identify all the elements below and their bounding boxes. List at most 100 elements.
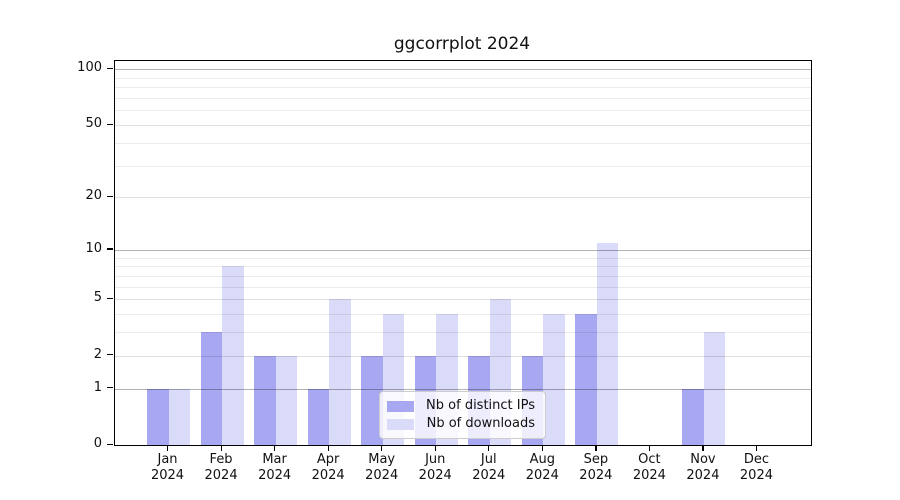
y-tick-mark-2 [107, 354, 113, 356]
legend: Nb of distinct IPs Nb of downloads [379, 391, 546, 439]
x-tick-mark-sep [595, 445, 597, 451]
bar-nb-of-downloads-jan [168, 388, 191, 445]
bar-nb-of-distinct-ips-feb [200, 332, 223, 445]
x-tick-month: Mar [262, 452, 287, 467]
y-tick-label-20: 20 [85, 188, 102, 204]
x-tick-label-may: May 2024 [365, 452, 398, 484]
x-tick-year: 2024 [150, 468, 185, 483]
x-tick-mark-nov [702, 445, 704, 451]
gridline-7 [115, 275, 811, 277]
x-tick-year: 2024 [472, 468, 506, 483]
gridline-10 [115, 249, 811, 251]
gridline-3 [115, 332, 811, 334]
x-tick-year: 2024 [204, 468, 238, 483]
x-tick-month: Jul [480, 452, 497, 467]
x-tick-label-apr: Apr 2024 [312, 452, 345, 484]
x-tick-mark-jun [434, 445, 436, 451]
x-tick-mark-oct [648, 445, 651, 451]
y-tick-mark-100 [107, 67, 113, 70]
bar-nb-of-downloads-aug [543, 314, 565, 445]
gridline-80 [115, 87, 811, 89]
legend-label: Nb of downloads [426, 416, 535, 431]
bar-nb-of-downloads-mar [275, 355, 298, 445]
legend-item-nb-of-distinct-ips: Nb of distinct IPs [387, 398, 535, 414]
x-tick-month: Aug [529, 452, 555, 467]
y-tick-label-2: 2 [93, 346, 102, 362]
x-tick-mark-jul [488, 445, 490, 451]
gridline-1 [115, 388, 811, 390]
legend-label: Nb of distinct IPs [426, 398, 535, 413]
legend-swatch [387, 418, 414, 430]
x-tick-label-dec: Dec 2024 [740, 452, 773, 484]
bar-nb-of-downloads-nov [703, 332, 726, 445]
gridline-40 [115, 142, 811, 144]
x-tick-mark-apr [327, 445, 329, 451]
bar-nb-of-distinct-ips-mar [254, 355, 276, 445]
plot-area [114, 60, 812, 446]
gridline-4 [115, 314, 811, 315]
gridline-100 [115, 69, 811, 71]
gridline-5 [115, 299, 811, 301]
gridline-20 [115, 197, 811, 199]
y-tick-label-10: 10 [85, 240, 102, 256]
y-tick-mark-1 [107, 387, 113, 389]
x-tick-label-feb: Feb 2024 [205, 452, 238, 484]
x-tick-label-oct: Oct 2024 [633, 452, 666, 484]
x-tick-month: Nov [690, 452, 716, 467]
gridline-70 [115, 98, 811, 100]
y-tick-label-1: 1 [93, 379, 102, 395]
x-tick-year: 2024 [686, 468, 720, 483]
x-tick-month: Jan [157, 452, 178, 467]
x-tick-mark-dec [755, 445, 758, 451]
bar-nb-of-downloads-feb [222, 266, 244, 445]
gridline-2 [115, 355, 811, 357]
y-tick-mark-20 [107, 195, 113, 197]
gridline-50 [115, 125, 811, 126]
bar-nb-of-distinct-ips-nov [682, 388, 704, 445]
bar-nb-of-distinct-ips-apr [307, 388, 330, 445]
y-tick-label-5: 5 [93, 290, 102, 306]
x-tick-label-jun: Jun 2024 [419, 452, 452, 484]
bar-nb-of-distinct-ips-jan [147, 388, 169, 445]
x-tick-label-jul: Jul 2024 [472, 452, 505, 484]
bar-nb-of-downloads-apr [329, 299, 351, 445]
chart-title: ggcorrplot 2024 [393, 34, 531, 54]
x-tick-mark-jan [167, 445, 169, 451]
x-tick-year: 2024 [632, 468, 666, 483]
bar-nb-of-distinct-ips-sep [575, 314, 597, 445]
gridline-6 [115, 286, 811, 288]
x-tick-year: 2024 [365, 468, 399, 483]
x-tick-mark-aug [541, 445, 543, 451]
y-tick-mark-0 [107, 443, 113, 445]
x-tick-label-mar: Mar 2024 [258, 452, 291, 484]
x-tick-month: May [368, 452, 396, 467]
x-tick-year: 2024 [525, 468, 559, 483]
x-tick-year: 2024 [311, 468, 345, 483]
gridline-60 [115, 110, 811, 112]
x-tick-year: 2024 [579, 468, 613, 483]
x-tick-label-nov: Nov 2024 [686, 452, 719, 484]
x-tick-mark-feb [220, 445, 222, 451]
x-tick-month: Feb [209, 452, 233, 467]
gridline-30 [115, 165, 811, 167]
y-tick-mark-5 [107, 297, 113, 299]
x-tick-month: Apr [316, 452, 340, 467]
gridline-8 [115, 266, 811, 268]
x-tick-month: Jun [425, 452, 446, 467]
x-tick-year: 2024 [258, 468, 292, 483]
x-tick-label-jan: Jan 2024 [151, 452, 184, 484]
gridline-90 [115, 77, 811, 79]
y-tick-label-0: 0 [93, 436, 102, 451]
bar-nb-of-downloads-sep [596, 242, 619, 445]
x-tick-label-sep: Sep 2024 [579, 452, 612, 484]
x-tick-year: 2024 [739, 468, 773, 483]
x-tick-month: Sep [583, 452, 609, 467]
legend-item-nb-of-downloads: Nb of downloads [387, 416, 535, 432]
gridline-9 [115, 257, 811, 259]
x-tick-month: Dec [743, 452, 770, 467]
x-tick-year: 2024 [418, 468, 452, 483]
x-tick-mark-may [381, 445, 383, 451]
bar-nb-of-distinct-ips-may [361, 355, 383, 445]
x-tick-month: Oct [638, 452, 661, 467]
